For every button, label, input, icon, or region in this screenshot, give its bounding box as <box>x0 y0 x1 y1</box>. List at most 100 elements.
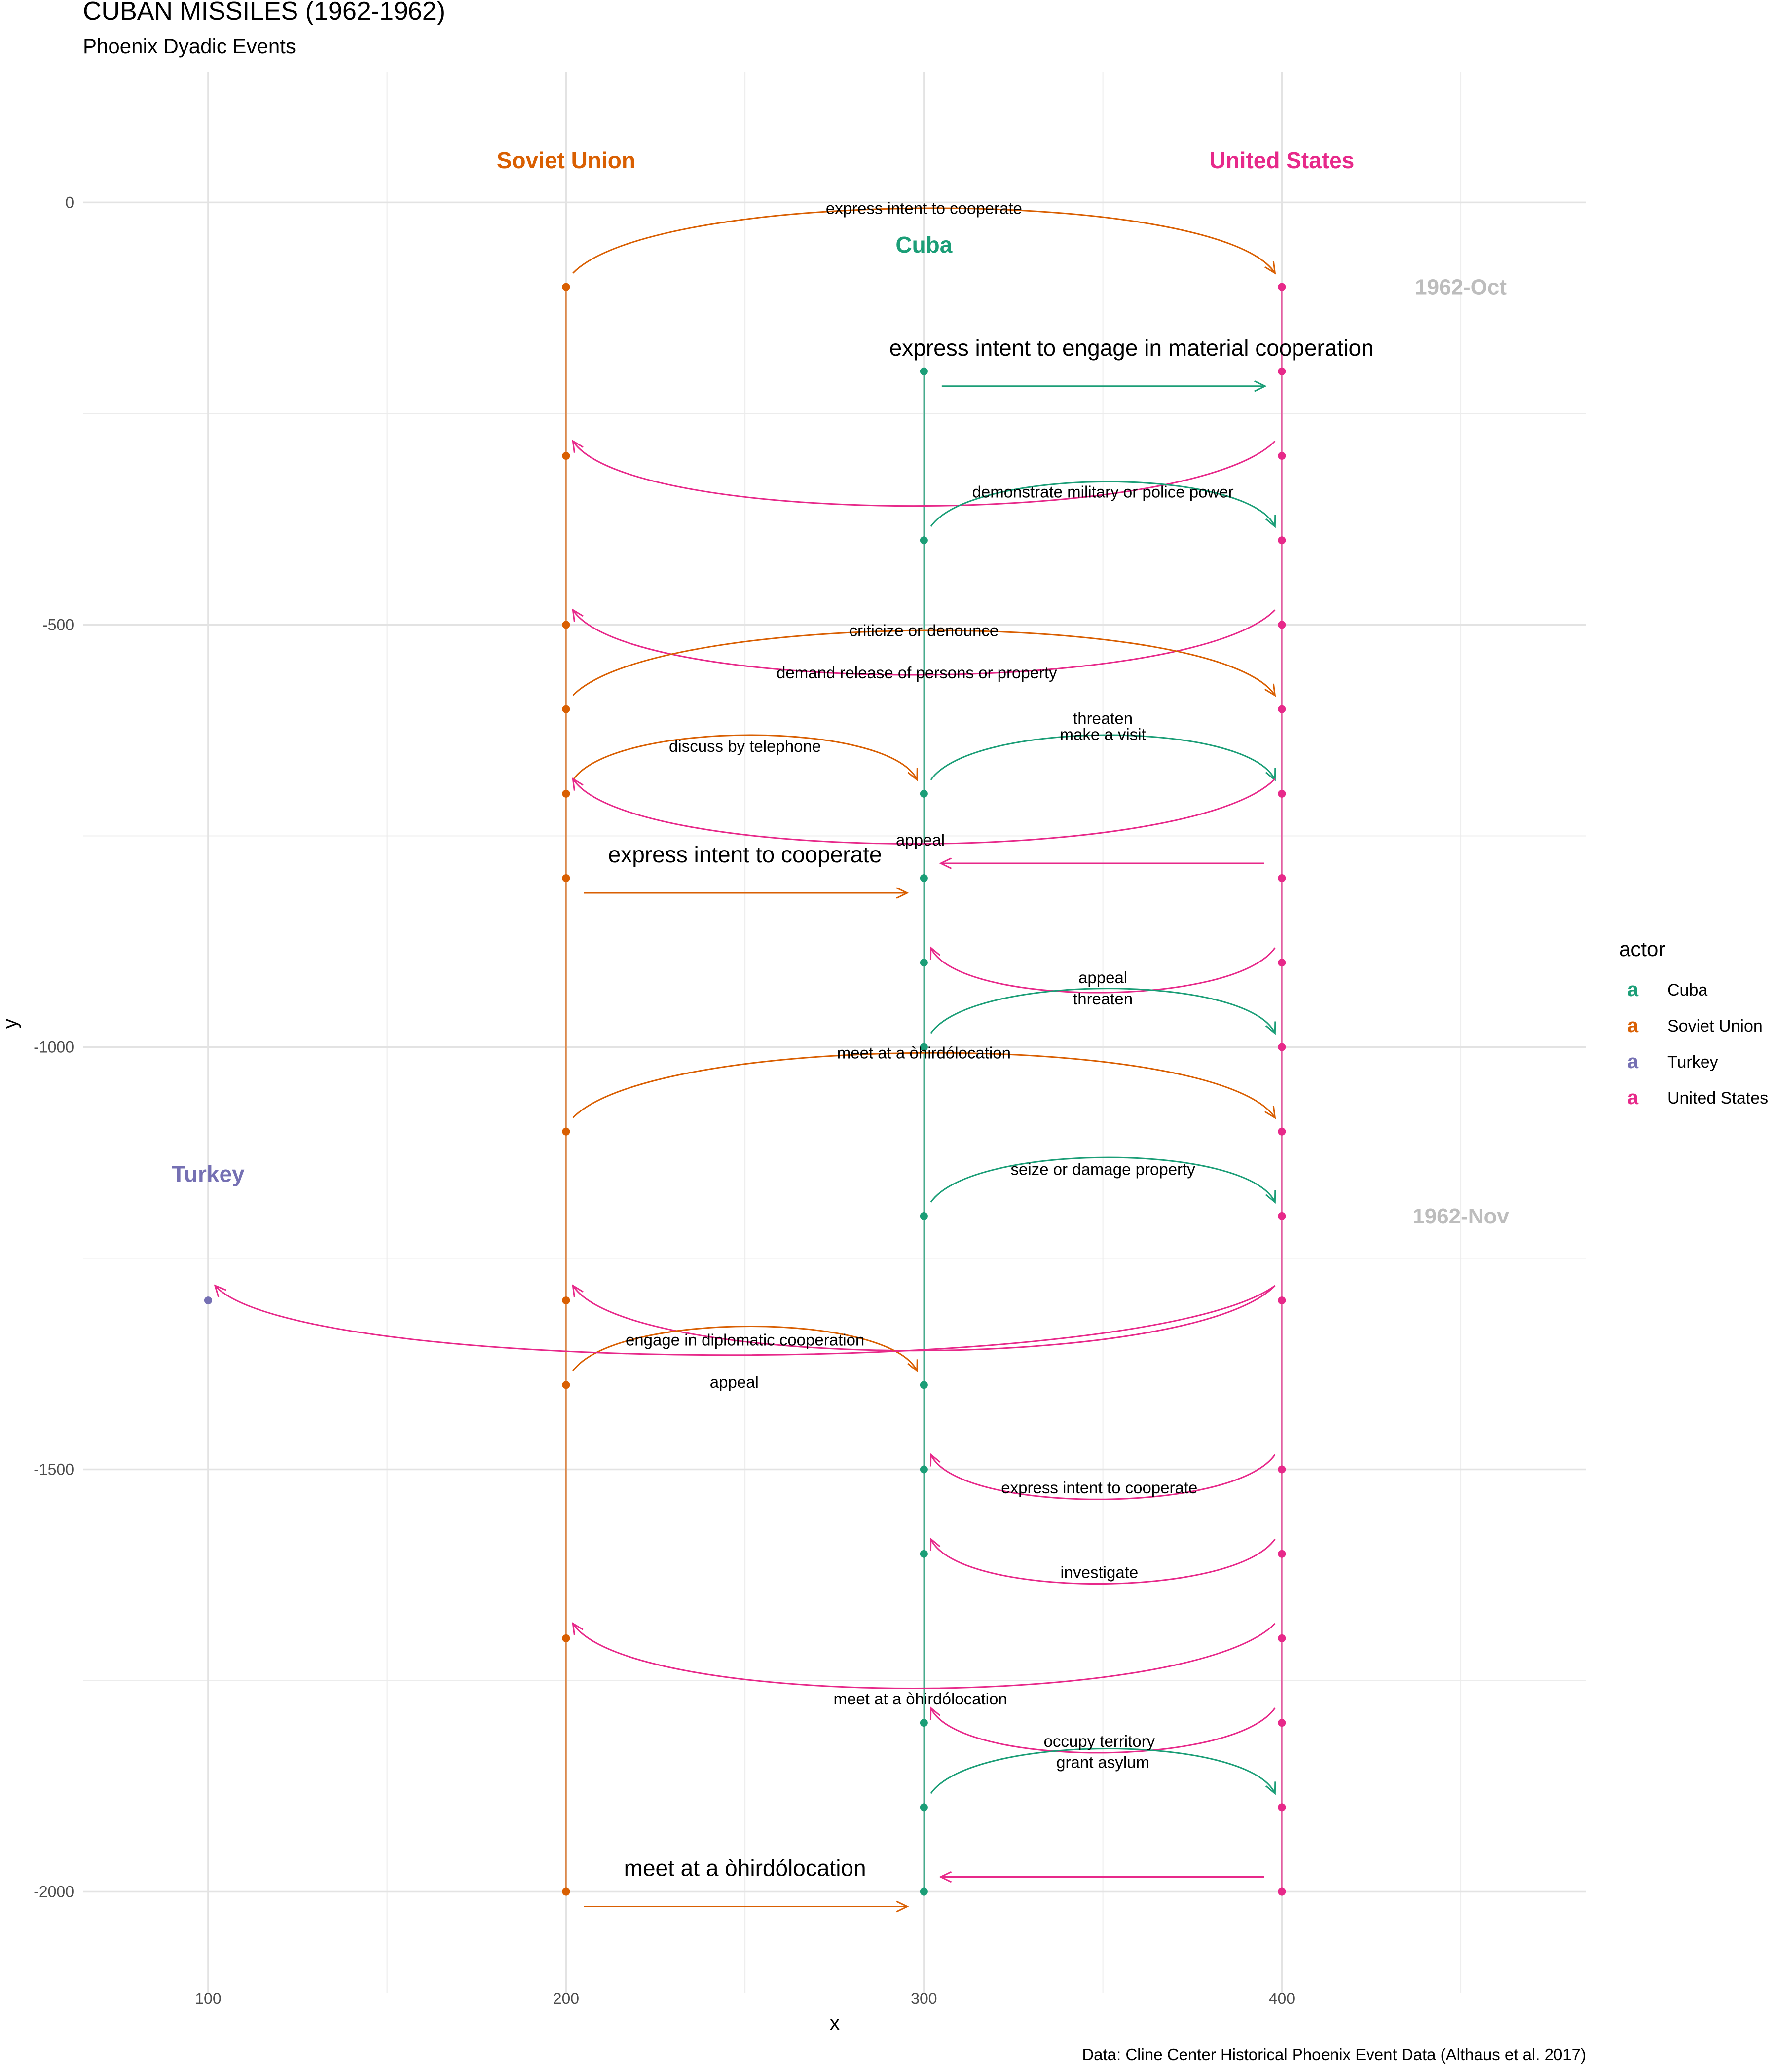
y-axis-label: y <box>0 1019 21 1029</box>
event-label: grant asylum <box>1056 1753 1149 1772</box>
arc-arrowhead <box>896 1900 909 1913</box>
event-point <box>920 874 928 883</box>
actor-label: Cuba <box>895 232 952 258</box>
axis-ticks: 100 200 300 400 0 -500 -1000 -1500 -2000 <box>34 193 1295 2007</box>
arc-arrowhead <box>1264 683 1276 697</box>
event-point <box>920 1550 928 1558</box>
event-point <box>1278 1212 1286 1220</box>
event-point <box>920 367 928 375</box>
arc-arrowhead <box>907 768 918 781</box>
event-label: express intent to engage in material coo… <box>889 335 1374 361</box>
x-tick-label: 300 <box>911 1990 937 2007</box>
event-point <box>562 1127 570 1136</box>
arc-arrowhead <box>572 440 584 453</box>
event-label: express intent to cooperate <box>1001 1479 1197 1497</box>
x-tick-label: 200 <box>553 1990 579 2007</box>
event-label: demonstrate military or police power <box>972 483 1234 501</box>
event-label: threaten <box>1073 990 1133 1008</box>
y-tick-label: 0 <box>65 193 74 211</box>
chart-subtitle: Phoenix Dyadic Events <box>83 35 296 58</box>
arc-arrowhead <box>939 857 952 869</box>
legend-key: a <box>1628 1087 1639 1109</box>
event-point <box>1278 1296 1286 1305</box>
event-point <box>562 789 570 798</box>
event-point <box>562 1296 570 1305</box>
chart-title: CUBAN MISSILES (1962-1962) <box>83 0 445 26</box>
legend-item-label: Turkey <box>1667 1053 1718 1072</box>
event-point <box>920 1465 928 1474</box>
event-arc <box>572 1623 1276 1690</box>
event-arc <box>572 629 1276 696</box>
event-point <box>1278 1719 1286 1727</box>
event-arc <box>214 1285 1276 1356</box>
event-label: appeal <box>896 831 945 849</box>
x-tick-label: 100 <box>195 1990 221 2007</box>
actor-label: Turkey <box>172 1161 245 1186</box>
event-label: criticize or denounce <box>850 621 999 639</box>
legend-key: a <box>1628 1015 1639 1036</box>
legend-item-label: United States <box>1667 1089 1768 1108</box>
event-point <box>562 705 570 713</box>
event-point <box>1278 789 1286 798</box>
x-axis-label: x <box>830 2012 840 2034</box>
event-label: threaten <box>1073 709 1133 727</box>
actor-labels: Soviet Union United States Cuba Turkey <box>172 148 1354 1187</box>
arc-arrowhead <box>1254 380 1267 392</box>
y-tick-label: -2000 <box>34 1883 74 1901</box>
event-point <box>562 1634 570 1642</box>
event-point <box>562 874 570 883</box>
event-point <box>920 536 928 545</box>
event-arc <box>572 440 1276 507</box>
event-label: express intent to cooperate <box>608 842 882 867</box>
arc-arrowhead <box>572 608 584 622</box>
actor-label: Soviet Union <box>497 148 635 173</box>
arc-arrowhead <box>907 1359 918 1373</box>
event-point <box>920 789 928 798</box>
event-arc <box>930 988 1276 1034</box>
arc-arrowhead <box>1265 1021 1276 1035</box>
actor-timelines <box>565 287 1283 1892</box>
event-label: appeal <box>1078 968 1127 987</box>
event-point <box>920 1043 928 1051</box>
event-label: make a visit <box>1060 725 1146 743</box>
event-label: express intent to cooperate <box>826 199 1022 217</box>
event-point <box>1278 1550 1286 1558</box>
arc-arrowhead <box>929 946 941 960</box>
arc-arrowhead <box>1265 515 1276 528</box>
event-point <box>1278 367 1286 375</box>
arc-arrowhead <box>939 1871 952 1883</box>
event-arc <box>572 609 1276 676</box>
y-tick-label: -1000 <box>34 1038 74 1056</box>
event-label: appeal <box>710 1373 759 1391</box>
event-arc <box>930 1748 1276 1794</box>
actor-label: United States <box>1209 148 1354 173</box>
y-tick-label: -1500 <box>34 1461 74 1479</box>
arc-arrowhead <box>214 1284 226 1297</box>
event-arc <box>930 481 1276 527</box>
event-point <box>920 1719 928 1727</box>
event-point <box>562 283 570 291</box>
arc-arrowhead <box>1265 1190 1276 1204</box>
event-point <box>562 452 570 460</box>
legend-key: a <box>1628 1051 1639 1073</box>
event-point <box>1278 283 1286 291</box>
event-arc <box>930 1454 1276 1500</box>
x-tick-label: 400 <box>1269 1990 1295 2007</box>
event-points <box>204 283 1286 1896</box>
arc-arrowhead <box>1264 261 1276 275</box>
event-arc <box>930 1538 1276 1585</box>
arc-arrowhead <box>896 887 909 899</box>
arc-arrowhead <box>929 1453 941 1467</box>
arc-arrowhead <box>572 1284 584 1298</box>
event-point <box>1278 1887 1286 1896</box>
event-label: occupy territory <box>1044 1732 1155 1750</box>
event-arcs <box>214 207 1276 1913</box>
event-arc <box>930 1707 1276 1754</box>
event-point <box>562 1381 570 1389</box>
event-point <box>1278 1803 1286 1812</box>
event-point <box>1278 1127 1286 1136</box>
event-point <box>920 1887 928 1896</box>
event-label: investigate <box>1060 1563 1138 1581</box>
event-point <box>562 1887 570 1896</box>
